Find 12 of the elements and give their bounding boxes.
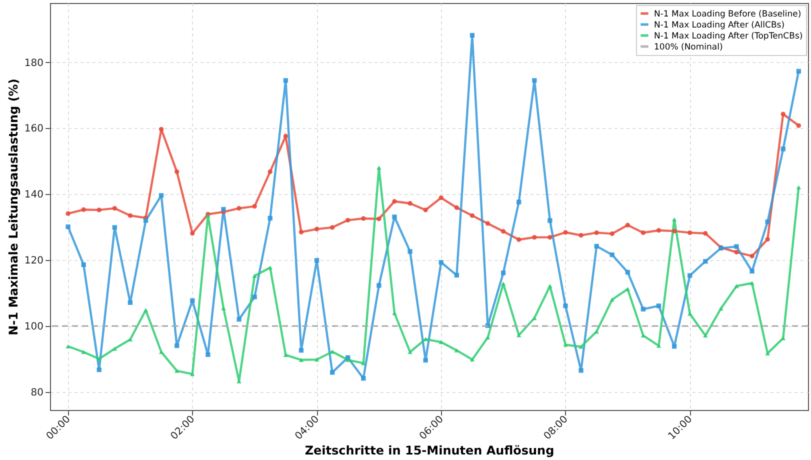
y-tick-label: 120	[24, 256, 44, 267]
y-tick-label: 180	[24, 58, 44, 69]
legend-label: N-1 Max Loading After (TopTenCBs)	[654, 32, 803, 42]
legend-label: N-1 Max Loading After (AllCBs)	[654, 20, 785, 30]
y-tick-label: 140	[24, 190, 44, 201]
legend-label: N-1 Max Loading Before (Baseline)	[654, 10, 802, 20]
y-tick-label: 80	[30, 387, 44, 398]
x-axis-title: Zeitschritte in 15-Minuten Auflösung	[304, 443, 554, 458]
y-tick-label: 100	[24, 321, 44, 332]
y-tick-label: 160	[24, 124, 44, 135]
y-axis-title: N-1 Maximale Leitungsauslastung (%)	[6, 78, 20, 336]
legend-label: 100% (Nominal)	[654, 42, 723, 52]
